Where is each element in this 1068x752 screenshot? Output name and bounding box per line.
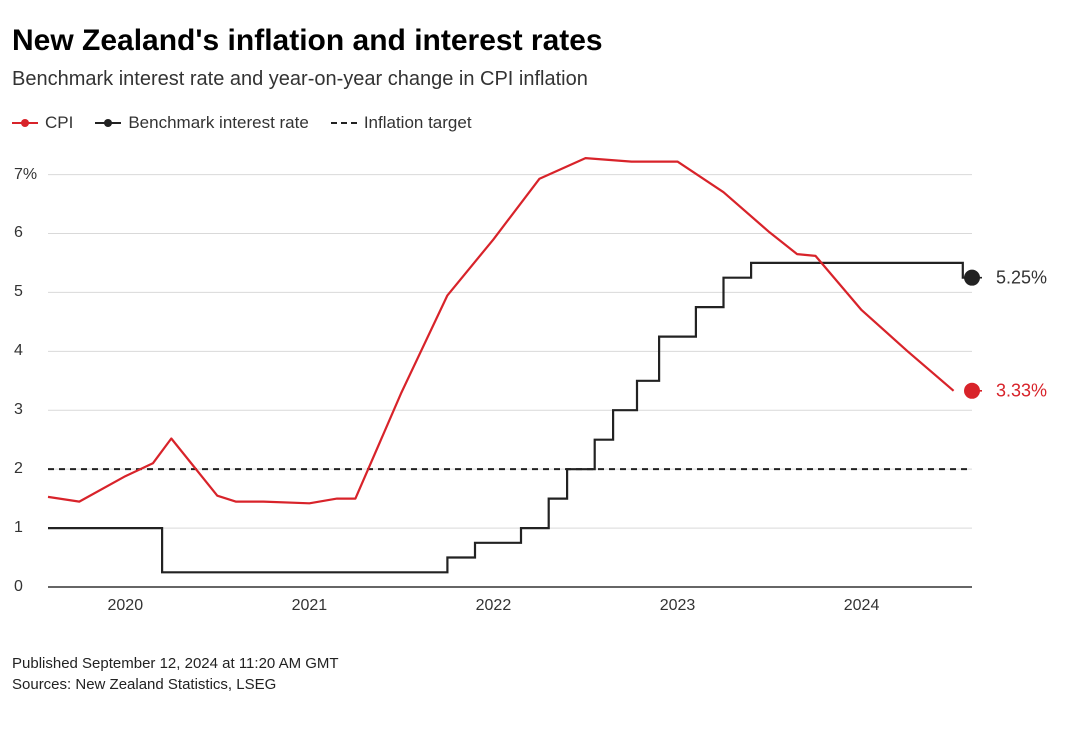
chart-subtitle: Benchmark interest rate and year-on-year… bbox=[12, 68, 1048, 91]
end-value-label: 3.33% bbox=[996, 380, 1047, 401]
y-tick-label: 0 bbox=[14, 578, 46, 596]
x-tick-label: 2023 bbox=[660, 597, 696, 615]
legend-item-cpi: CPI bbox=[12, 113, 73, 133]
chart-svg bbox=[12, 143, 1048, 623]
legend-swatch-rate bbox=[95, 122, 121, 124]
y-tick-label: 1 bbox=[14, 519, 46, 537]
x-tick-label: 2022 bbox=[476, 597, 512, 615]
y-tick-label: 6 bbox=[14, 224, 46, 242]
legend-item-target: Inflation target bbox=[331, 113, 472, 133]
legend-swatch-target bbox=[331, 122, 357, 124]
x-tick-label: 2024 bbox=[844, 597, 880, 615]
x-tick-label: 2021 bbox=[292, 597, 328, 615]
legend-label-rate: Benchmark interest rate bbox=[128, 113, 308, 133]
legend-swatch-cpi bbox=[12, 122, 38, 124]
chart-footer: Published September 12, 2024 at 11:20 AM… bbox=[12, 653, 1048, 695]
legend-label-cpi: CPI bbox=[45, 113, 73, 133]
end-value-label: 5.25% bbox=[996, 267, 1047, 288]
sources-line: Sources: New Zealand Statistics, LSEG bbox=[12, 674, 1048, 695]
y-tick-label: 2 bbox=[14, 460, 46, 478]
chart-area: 0 1 2 3 4 5 6 7% 2020 2021 2022 2023 2024 5.25% 3.33% bbox=[12, 143, 1048, 623]
y-tick-label: 4 bbox=[14, 342, 46, 360]
y-tick-label: 5 bbox=[14, 283, 46, 301]
y-tick-label: 7% bbox=[14, 166, 46, 184]
legend-item-rate: Benchmark interest rate bbox=[95, 113, 308, 133]
chart-legend: CPI Benchmark interest rate Inflation ta… bbox=[12, 113, 1048, 133]
y-tick-label: 3 bbox=[14, 401, 46, 419]
chart-title: New Zealand's inflation and interest rat… bbox=[12, 24, 1048, 58]
legend-label-target: Inflation target bbox=[364, 113, 472, 133]
published-line: Published September 12, 2024 at 11:20 AM… bbox=[12, 653, 1048, 674]
x-tick-label: 2020 bbox=[108, 597, 144, 615]
